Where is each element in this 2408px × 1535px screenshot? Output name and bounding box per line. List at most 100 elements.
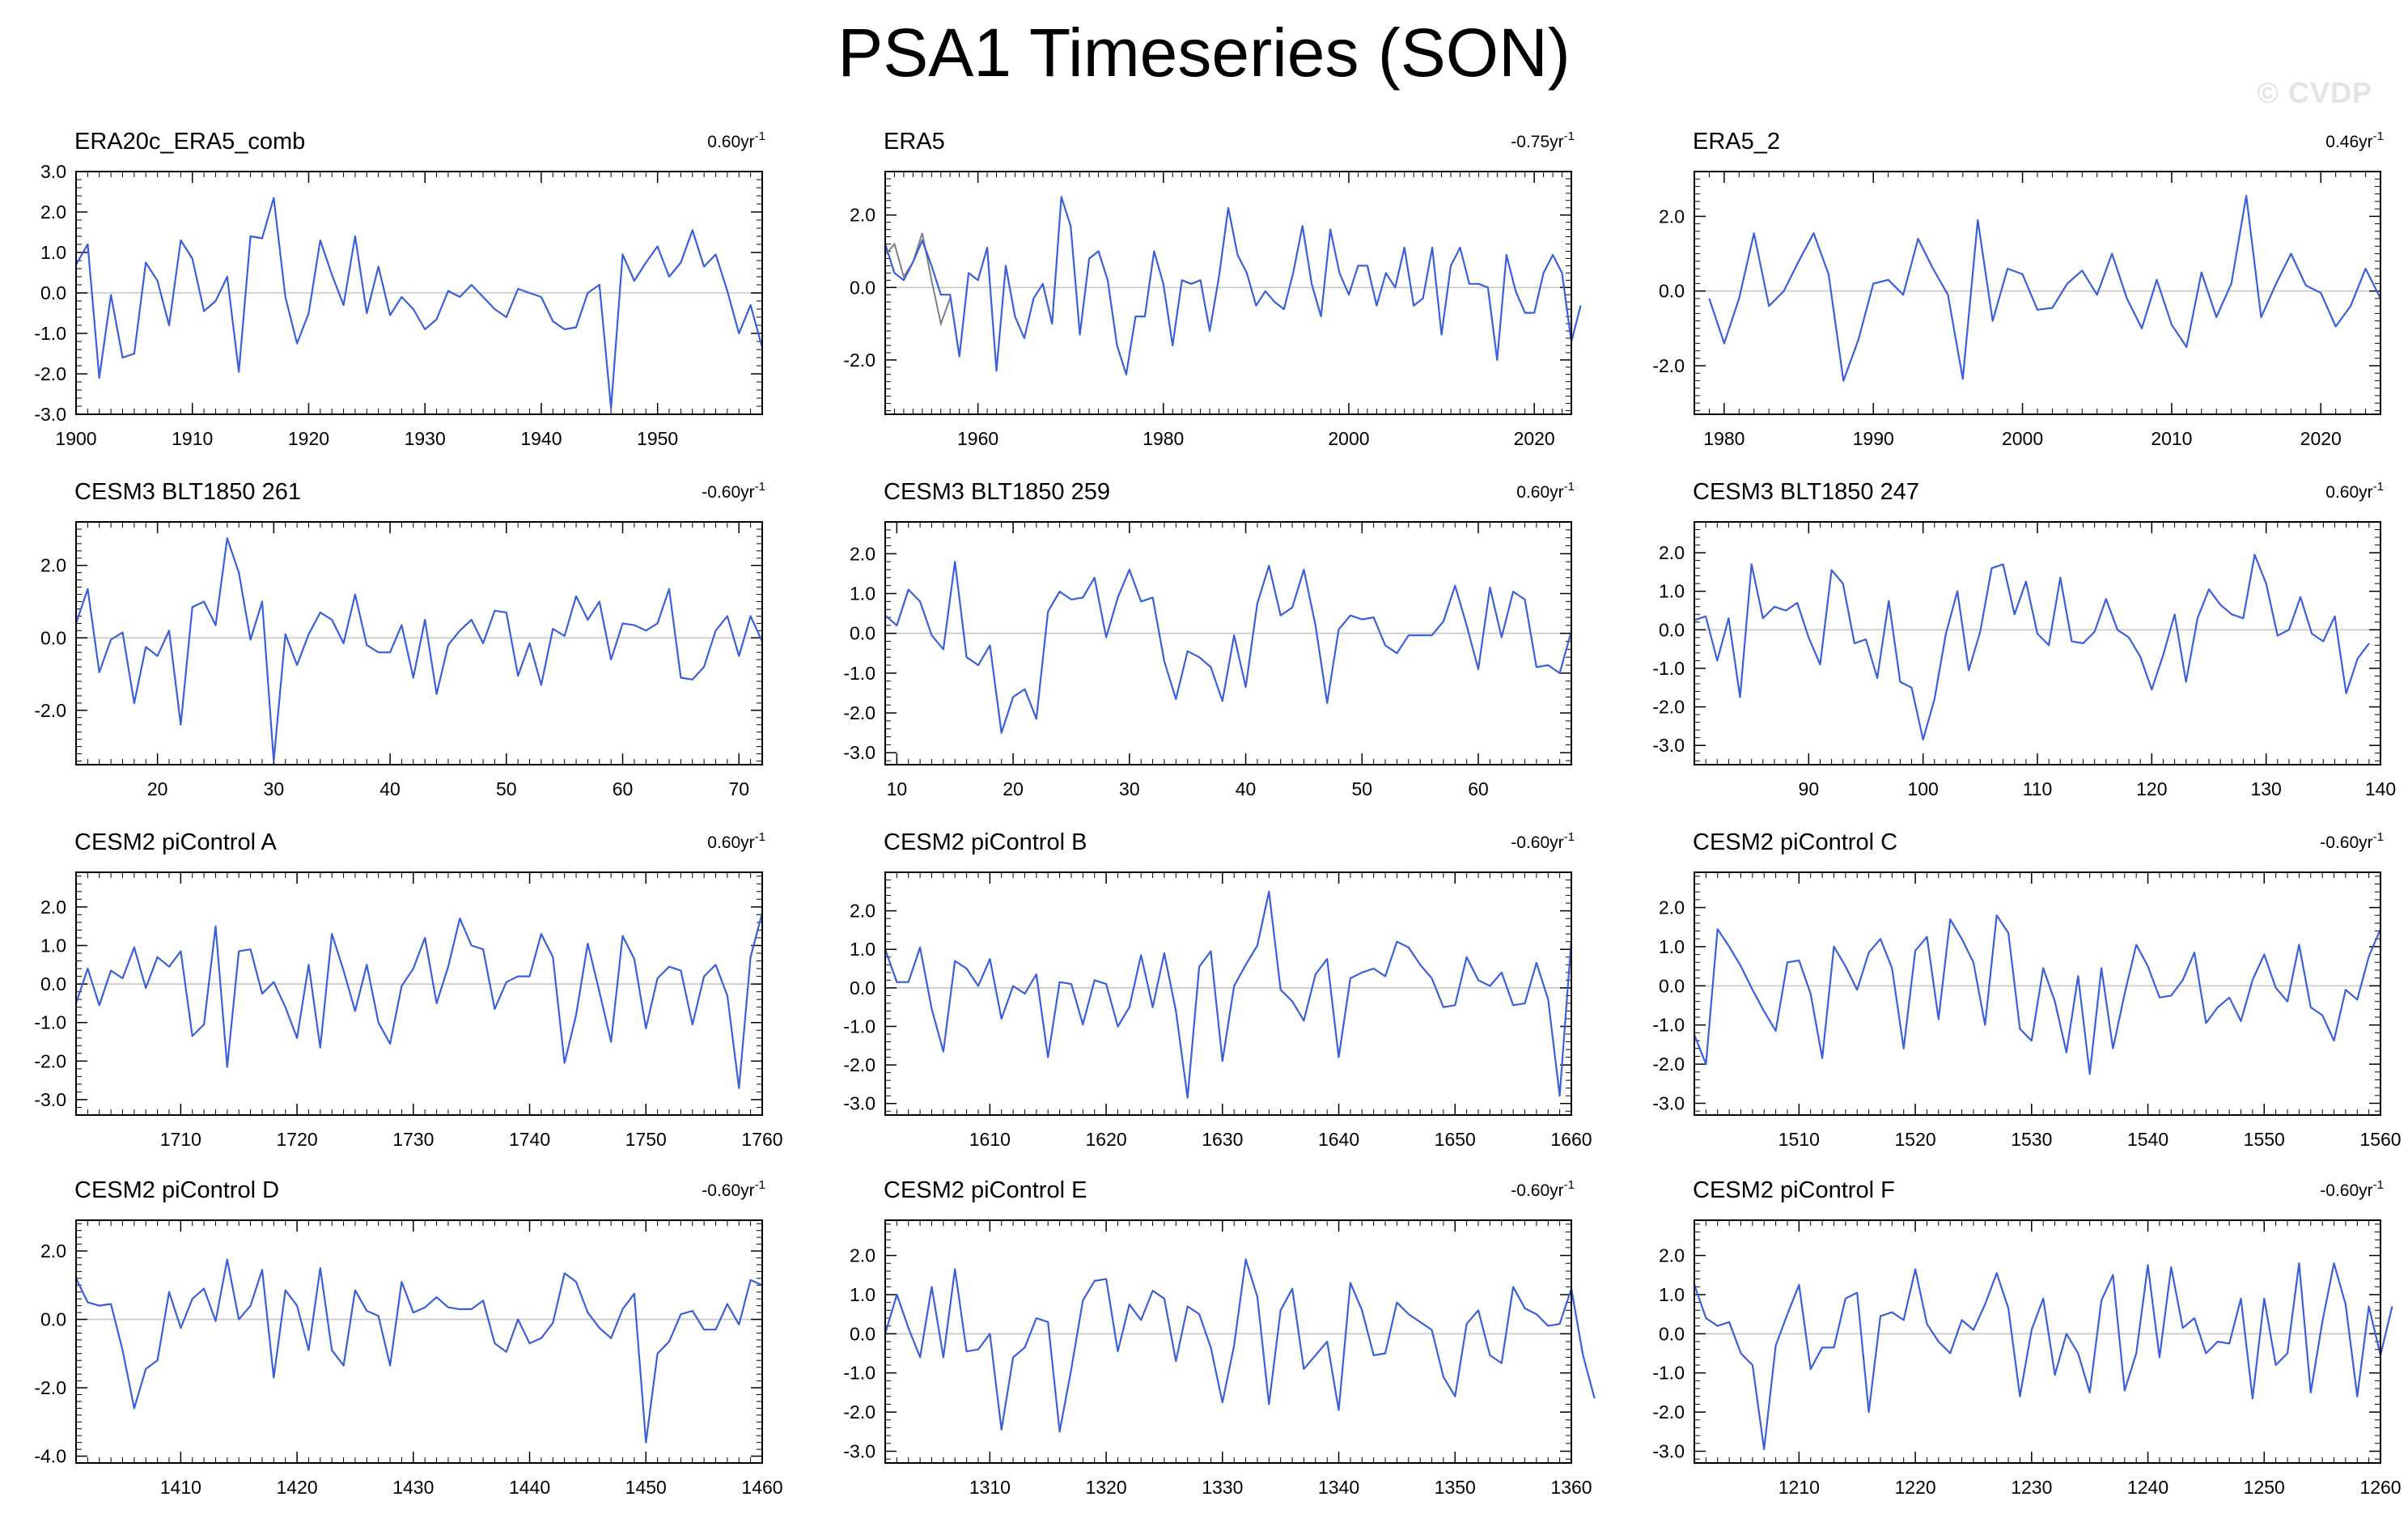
- reference-series-line: [884, 232, 952, 327]
- y-tick-label: 0.0: [850, 623, 875, 644]
- x-tick-label: 2010: [2151, 428, 2192, 449]
- x-tick-label: 1630: [1202, 1129, 1243, 1150]
- chart-panel-8: CESM2 piControl B -0.60yr-1 1610 1620 1630 16…: [843, 829, 1592, 1150]
- x-tick-label: 40: [1236, 778, 1257, 799]
- series-line: [884, 196, 1582, 375]
- y-tick-label: -3.0: [34, 404, 66, 425]
- y-tick-label: -1.0: [843, 1016, 875, 1037]
- plot-frame: [1694, 171, 2381, 415]
- y-tick-label: -3.0: [1652, 1092, 1685, 1113]
- series-line: [1693, 1262, 2393, 1451]
- chart-panel-7: CESM2 piControl A 0.60yr-1 1710 1720 1730 174…: [34, 829, 782, 1150]
- plot-frame: [75, 171, 763, 415]
- y-tick-label: 2.0: [40, 555, 66, 576]
- y-tick-label: -3.0: [843, 1093, 875, 1114]
- trend-label: -0.60yr-1: [2320, 1178, 2384, 1200]
- y-tick-label: 2.0: [850, 543, 875, 564]
- y-tick-label: 0.0: [850, 977, 875, 999]
- series-line: [884, 1258, 1596, 1433]
- trend-label: -0.60yr-1: [702, 1178, 765, 1200]
- y-tick-label: -2.0: [34, 700, 66, 721]
- x-tick-label: 1230: [2011, 1477, 2052, 1498]
- y-tick-label: 2.0: [850, 1245, 875, 1266]
- y-tick-label: 2.0: [1659, 897, 1685, 918]
- y-tick-label: 2.0: [1659, 206, 1685, 227]
- series-line: [1708, 194, 2381, 382]
- trend-label: -0.60yr-1: [2320, 830, 2384, 852]
- x-tick-label: 60: [1468, 778, 1489, 799]
- series-line: [74, 536, 763, 762]
- y-tick-label: -3.0: [1652, 735, 1685, 756]
- x-tick-label: 100: [1907, 778, 1938, 799]
- x-tick-label: 1260: [2359, 1477, 2401, 1498]
- series-line: [75, 1258, 763, 1444]
- x-tick-label: 1660: [1550, 1129, 1592, 1150]
- x-tick-label: 1550: [2244, 1129, 2285, 1150]
- x-tick-label: 1340: [1318, 1477, 1359, 1498]
- x-tick-label: 1650: [1435, 1129, 1476, 1150]
- y-tick-label: -3.0: [843, 1440, 875, 1461]
- y-tick-label: -2.0: [34, 1377, 66, 1398]
- y-tick-label: 2.0: [40, 897, 66, 918]
- series-line: [884, 561, 1573, 734]
- x-tick-label: 1950: [637, 428, 678, 449]
- x-tick-label: 1430: [392, 1477, 434, 1498]
- x-tick-label: 1540: [2127, 1129, 2168, 1150]
- chart-panel-1: ERA20c_ERA5_comb 0.60yr-1 1900 1910 1920 1930…: [34, 129, 765, 449]
- x-tick-label: 1560: [2359, 1129, 2401, 1150]
- trend-label: 0.60yr-1: [707, 129, 765, 151]
- page-title: PSA1 Timeseries (SON): [837, 15, 1571, 91]
- y-tick-label: 2.0: [40, 201, 66, 223]
- x-tick-label: 30: [264, 778, 285, 799]
- y-tick-label: 0.0: [40, 282, 66, 303]
- x-tick-label: 1990: [1853, 428, 1894, 449]
- y-tick-label: 2.0: [1659, 1245, 1685, 1266]
- trend-label: 0.46yr-1: [2325, 129, 2384, 151]
- x-tick-label: 1310: [969, 1477, 1011, 1498]
- y-tick-label: 3.0: [40, 161, 66, 182]
- series-line: [1693, 914, 2382, 1075]
- x-tick-label: 120: [2136, 778, 2167, 799]
- x-tick-label: 1960: [957, 428, 998, 449]
- x-tick-label: 1320: [1085, 1477, 1126, 1498]
- x-tick-label: 1460: [741, 1477, 782, 1498]
- x-tick-label: 30: [1119, 778, 1140, 799]
- trend-label: -0.60yr-1: [702, 480, 765, 502]
- plot-frame: [75, 1219, 763, 1464]
- trend-label: 0.60yr-1: [1516, 480, 1575, 502]
- x-tick-label: 1980: [1703, 428, 1745, 449]
- y-tick-label: 0.0: [850, 1323, 875, 1344]
- x-tick-label: 1750: [625, 1129, 667, 1150]
- y-tick-label: -1.0: [843, 1363, 875, 1384]
- x-tick-label: 1240: [2127, 1477, 2168, 1498]
- x-tick-label: 1740: [509, 1129, 550, 1150]
- panel-title: ERA5: [884, 129, 945, 155]
- x-tick-label: 1440: [509, 1477, 550, 1498]
- x-tick-label: 110: [2023, 778, 2053, 799]
- x-tick-label: 1210: [1778, 1477, 1820, 1498]
- y-tick-label: 1.0: [850, 939, 875, 960]
- x-tick-label: 1610: [969, 1129, 1011, 1150]
- y-tick-label: 0.0: [40, 973, 66, 994]
- x-tick-label: 70: [728, 778, 749, 799]
- chart-panel-2: ERA5 -0.75yr-1 1960 1980 2000 2020 -2.0 0.0 2.0: [843, 129, 1582, 449]
- x-tick-label: 1910: [172, 428, 213, 449]
- panel-title: CESM2 piControl F: [1693, 1177, 1895, 1203]
- y-tick-label: -1.0: [1652, 658, 1685, 679]
- x-tick-label: 20: [1003, 778, 1024, 799]
- panel-title: CESM3 BLT1850 259: [884, 479, 1110, 505]
- y-tick-label: 2.0: [850, 205, 875, 226]
- x-tick-label: 1350: [1435, 1477, 1476, 1498]
- x-tick-label: 1730: [392, 1129, 434, 1150]
- y-tick-label: -2.0: [34, 363, 66, 384]
- x-tick-label: 1920: [288, 428, 329, 449]
- x-tick-label: 1250: [2244, 1477, 2285, 1498]
- panel-title: CESM2 piControl C: [1693, 829, 1897, 855]
- plot-frame: [884, 1219, 1572, 1464]
- panel-title: CESM2 piControl B: [884, 829, 1087, 855]
- x-tick-label: 130: [2250, 778, 2281, 799]
- y-tick-label: -2.0: [843, 1054, 875, 1075]
- panel-title: CESM3 BLT1850 247: [1693, 479, 1919, 505]
- plot-frame: [1694, 871, 2381, 1116]
- x-tick-label: 2000: [1328, 428, 1369, 449]
